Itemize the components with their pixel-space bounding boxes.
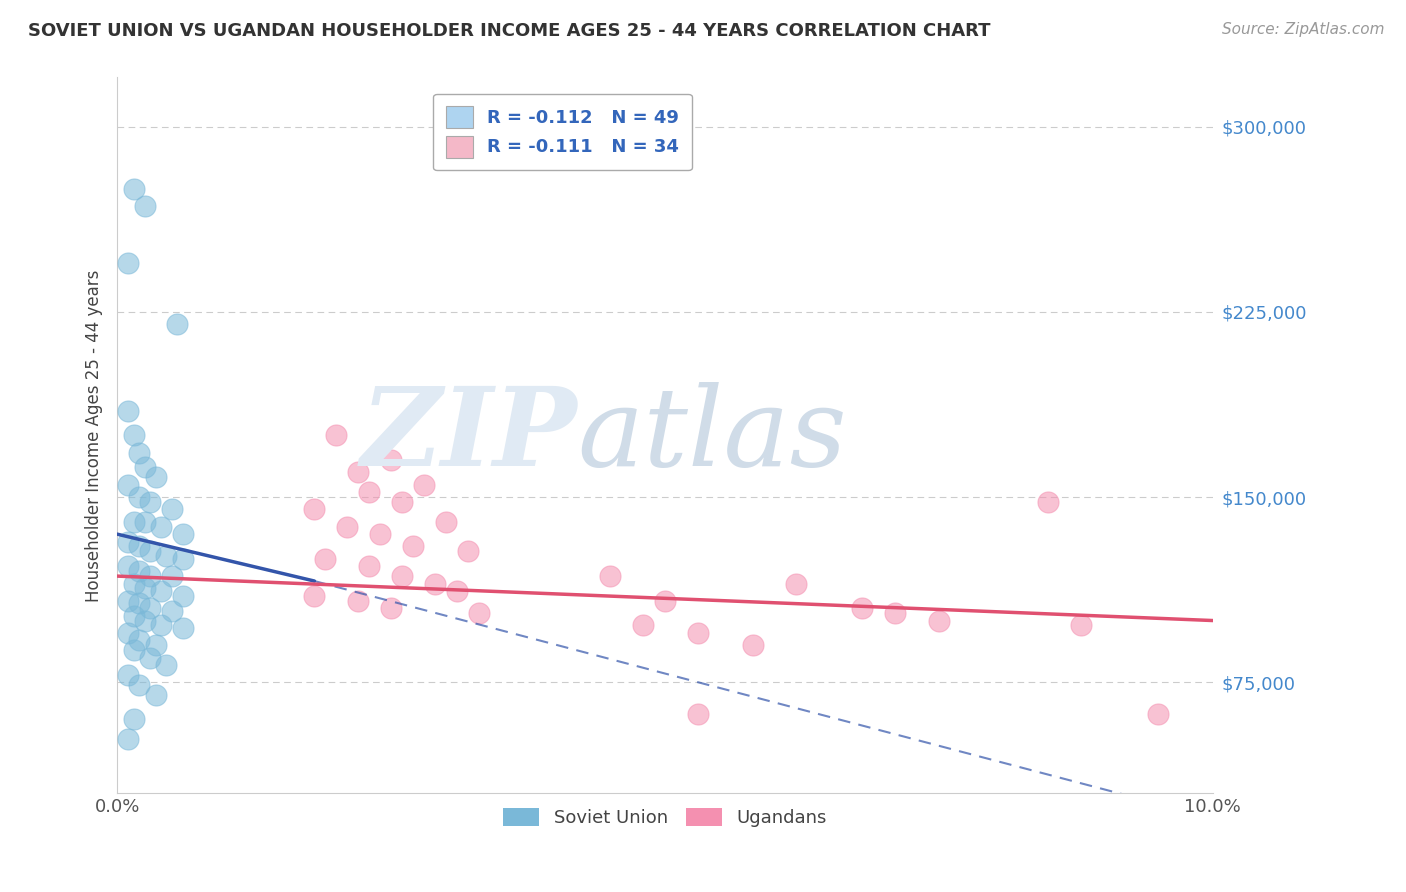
Point (347, 594, 370, 608)
Point (150, 583, 173, 598)
Point (1038, 495, 1060, 509)
Point (128, 540, 150, 554)
Point (150, 520, 173, 534)
Point (128, 564, 150, 578)
Point (134, 582, 156, 596)
Point (139, 601, 162, 615)
Point (134, 614, 156, 628)
Point (117, 732, 139, 747)
Point (1147, 707, 1170, 722)
Point (128, 445, 150, 459)
Point (117, 534, 139, 549)
Y-axis label: Householder Income Ages 25 - 44 years: Householder Income Ages 25 - 44 years (86, 269, 103, 601)
Point (117, 559, 139, 574)
Text: ZIP: ZIP (361, 382, 578, 489)
Legend: Soviet Union, Ugandans: Soviet Union, Ugandans (496, 801, 834, 834)
Point (336, 520, 359, 534)
Point (172, 589, 194, 603)
Text: Source: ZipAtlas.com: Source: ZipAtlas.com (1222, 22, 1385, 37)
Point (391, 495, 413, 509)
Point (117, 668, 139, 682)
Point (347, 466, 370, 480)
Point (359, 485, 381, 500)
Point (139, 569, 162, 583)
Point (359, 559, 381, 574)
Point (117, 255, 139, 269)
Point (851, 601, 873, 615)
Point (314, 551, 336, 566)
Point (139, 650, 162, 665)
Text: SOVIET UNION VS UGANDAN HOUSEHOLDER INCOME AGES 25 - 44 YEARS CORRELATION CHART: SOVIET UNION VS UGANDAN HOUSEHOLDER INCO… (28, 22, 991, 40)
Point (122, 712, 145, 726)
Point (134, 460, 156, 475)
Point (631, 618, 654, 632)
Point (457, 544, 479, 558)
Point (1070, 618, 1092, 632)
Point (117, 626, 139, 640)
Point (128, 490, 150, 504)
Point (122, 181, 145, 195)
Point (128, 633, 150, 648)
Point (402, 540, 425, 554)
Point (928, 614, 950, 628)
Point (785, 576, 807, 591)
Point (122, 608, 145, 623)
Point (467, 606, 489, 620)
Point (172, 621, 194, 635)
Point (155, 549, 177, 564)
Point (155, 657, 177, 672)
Point (145, 470, 167, 484)
Point (325, 428, 347, 442)
Point (686, 707, 709, 722)
Point (446, 583, 468, 598)
Point (368, 527, 391, 541)
Point (304, 589, 326, 603)
Point (117, 594, 139, 608)
Point (150, 618, 173, 632)
Point (434, 515, 457, 529)
Point (391, 569, 413, 583)
Point (380, 601, 402, 615)
Point (134, 199, 156, 213)
Point (741, 638, 763, 652)
Point (413, 477, 436, 491)
Point (380, 453, 402, 467)
Point (884, 606, 907, 620)
Point (166, 318, 188, 332)
Point (128, 596, 150, 610)
Point (304, 502, 326, 516)
Point (128, 678, 150, 692)
Text: atlas: atlas (578, 382, 846, 489)
Point (599, 569, 621, 583)
Point (654, 594, 676, 608)
Point (139, 495, 162, 509)
Point (423, 576, 446, 591)
Point (139, 544, 162, 558)
Point (686, 626, 709, 640)
Point (117, 403, 139, 417)
Point (160, 502, 183, 516)
Point (160, 569, 183, 583)
Point (122, 428, 145, 442)
Point (122, 576, 145, 591)
Point (134, 515, 156, 529)
Point (145, 688, 167, 702)
Point (117, 477, 139, 491)
Point (172, 551, 194, 566)
Point (160, 604, 183, 618)
Point (122, 643, 145, 657)
Point (172, 527, 194, 541)
Point (122, 515, 145, 529)
Point (145, 638, 167, 652)
